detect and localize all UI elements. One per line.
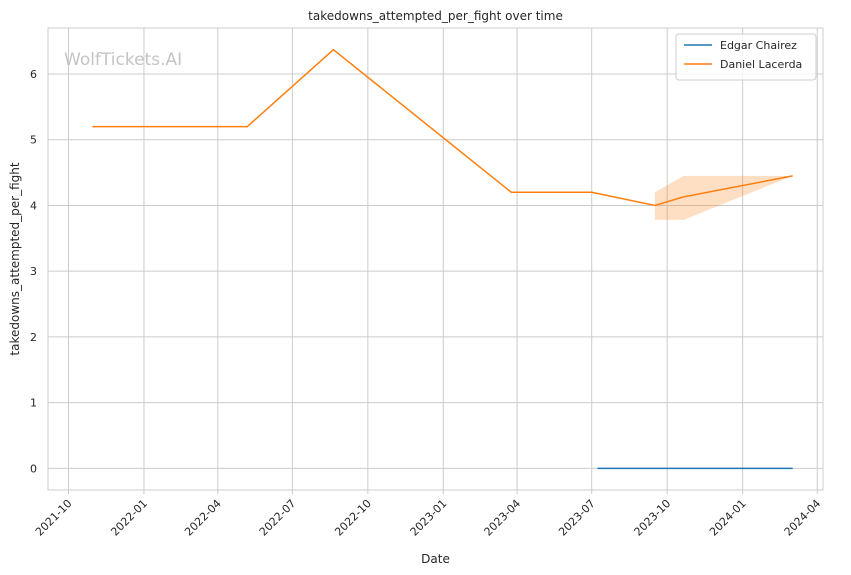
series-lines: [92, 48, 793, 470]
x-tick-label: 2022-07: [257, 497, 299, 539]
legend-label: Daniel Lacerda: [720, 58, 802, 71]
x-tick-label: 2023-07: [556, 497, 598, 539]
legend: Edgar Chairez Daniel Lacerda: [675, 33, 817, 81]
y-tick-label: 1: [30, 397, 37, 410]
x-tick-label: 2021-10: [33, 497, 75, 539]
x-tick-label: 2022-01: [108, 497, 150, 539]
y-tick-label: 3: [30, 265, 37, 278]
confidence-band: [654, 175, 793, 220]
grid: [48, 28, 823, 494]
confidence-bands: [654, 175, 793, 220]
x-tick-label: 2022-04: [182, 497, 224, 539]
x-tick-label: 2023-10: [632, 497, 674, 539]
x-tick-label: 2023-04: [482, 497, 524, 539]
y-tick-label: 0: [30, 462, 37, 475]
plot-frame: [47, 27, 824, 491]
x-tick-labels: 2021-10 2022-01 2022-04 2022-07 2022-10 2023-…: [33, 497, 823, 539]
x-tick-label: 2023-01: [408, 497, 450, 539]
y-tick-label: 6: [30, 68, 37, 81]
x-tick-label: 2024-01: [707, 497, 749, 539]
y-tick-label: 2: [30, 331, 37, 344]
watermark: WolfTickets.AI: [64, 50, 182, 70]
y-tick-labels: 0 1 2 3 4 5 6: [30, 68, 37, 475]
series-line: [92, 48, 793, 207]
chart-title: takedowns_attempted_per_fight over time: [308, 9, 563, 23]
x-tick-label: 2022-10: [332, 497, 374, 539]
y-tick-label: 5: [30, 134, 37, 147]
legend-label: Edgar Chairez: [720, 39, 797, 52]
x-axis-title: Date: [421, 552, 450, 566]
y-tick-label: 4: [30, 199, 37, 212]
x-tick-label: 2024-04: [782, 497, 824, 539]
y-axis-title: takedowns_attempted_per_fight: [8, 162, 22, 355]
